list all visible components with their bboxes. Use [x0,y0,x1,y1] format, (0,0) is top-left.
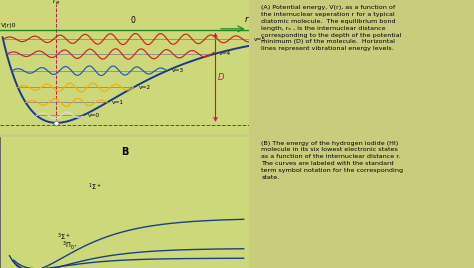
Text: $r_e$: $r_e$ [52,0,61,6]
Text: v=3: v=3 [172,68,184,73]
Text: (A) Potential energy, V(r), as a function of
the internuclear seperation r for a: (A) Potential energy, V(r), as a functio… [262,5,402,51]
Text: v=4: v=4 [219,51,231,57]
Text: $^3\Sigma^+$: $^3\Sigma^+$ [57,231,71,243]
Text: $^3\Pi_{0^+}$: $^3\Pi_{0^+}$ [62,240,79,252]
Text: D: D [218,73,225,82]
Text: r: r [245,15,248,24]
Text: v=1: v=1 [112,100,124,105]
Text: (B) The energy of the hydrogen iodide (HI)
molecule in its six lowest electronic: (B) The energy of the hydrogen iodide (H… [262,141,404,180]
Text: v=2: v=2 [138,85,151,90]
Text: B: B [121,147,128,157]
Text: $^1\Sigma^+$: $^1\Sigma^+$ [88,182,102,193]
Text: V(r)0: V(r)0 [1,23,17,28]
Text: v=5: v=5 [254,37,266,42]
Text: 0: 0 [131,16,136,25]
Text: v=0: v=0 [88,113,100,118]
